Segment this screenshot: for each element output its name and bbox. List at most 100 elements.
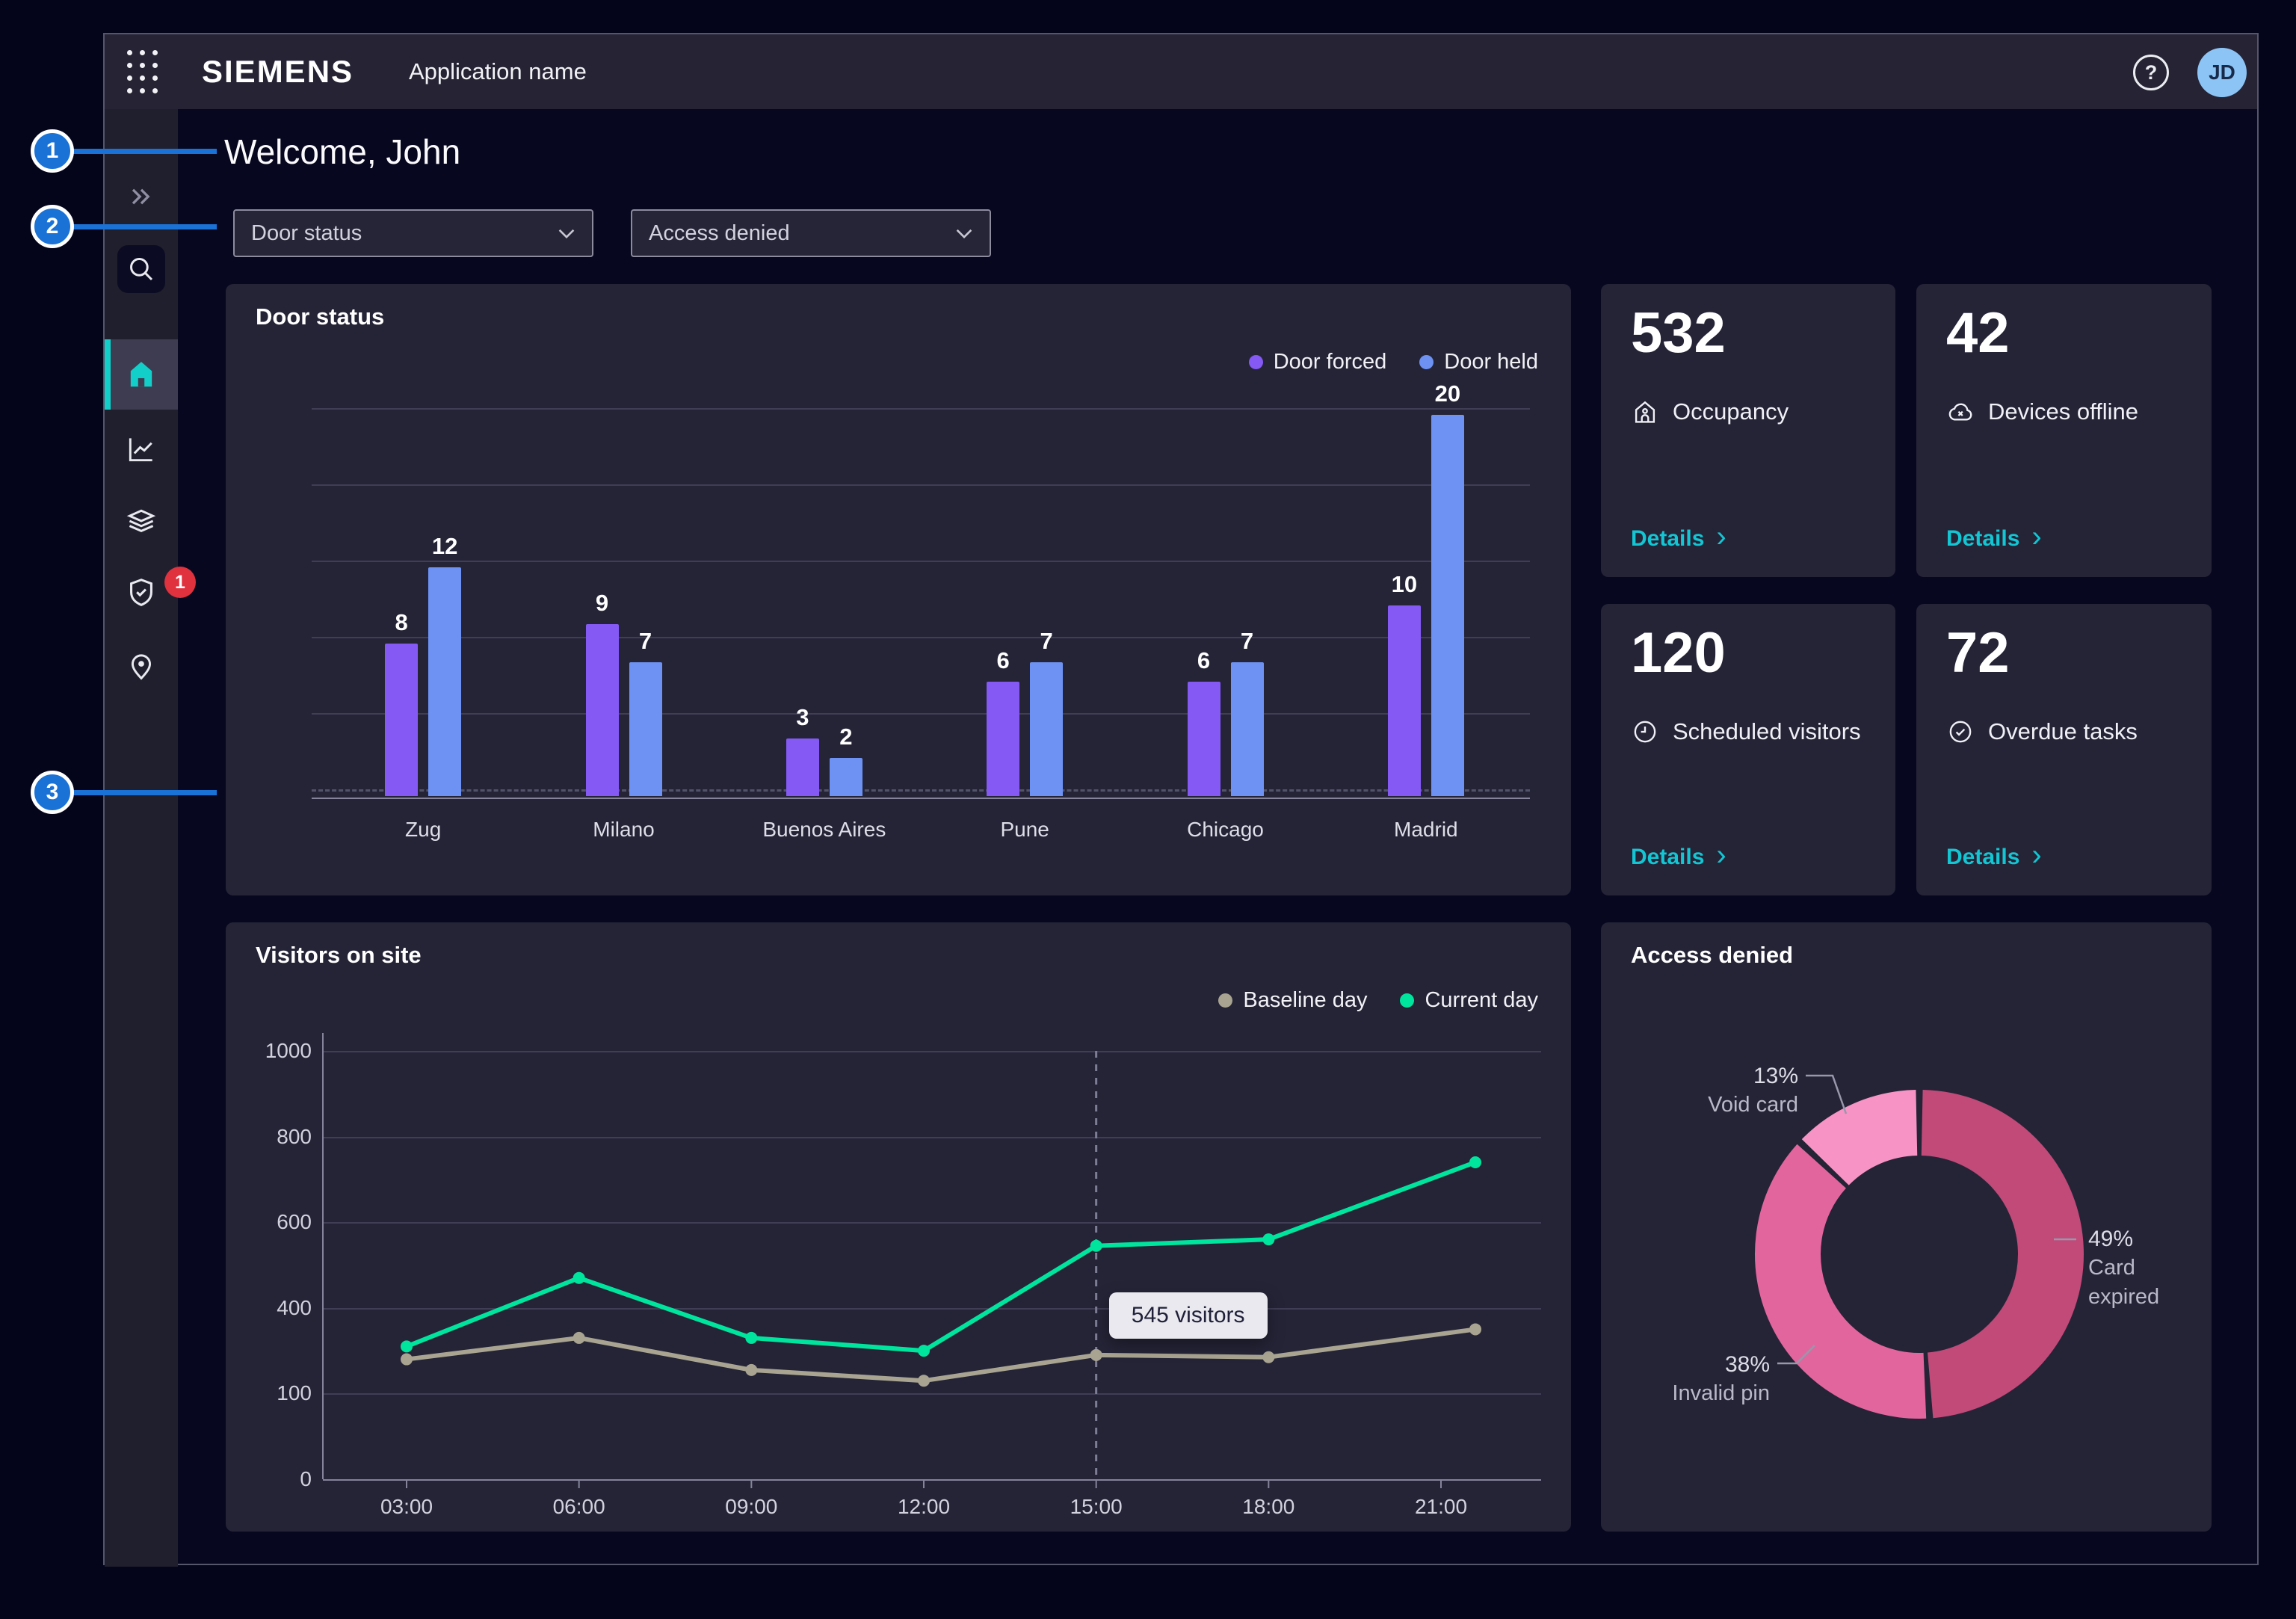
x-axis-tick-label: 21:00 [1414,1495,1468,1518]
bar-door-held[interactable] [1030,662,1064,796]
check-circle-icon [1949,721,1972,743]
gridline [323,1307,1541,1310]
bar-door-forced[interactable] [786,738,819,796]
x-axis-tick-label: 09:00 [725,1495,778,1518]
data-point[interactable] [745,1363,758,1376]
legend-label: Baseline day [1243,988,1368,1012]
bar-door-forced[interactable] [585,624,619,796]
donut-label-card-expired: 49% Card expired [2088,1224,2212,1312]
data-point[interactable] [918,1375,930,1387]
legend-item[interactable]: Door forced [1248,350,1386,374]
filter-dropdown-access-denied[interactable]: Access denied [631,209,991,257]
legend-item[interactable]: Door held [1419,350,1538,374]
legend-dot-icon [1419,355,1434,369]
kpi-label: Occupancy [1673,398,1789,425]
app-header: SIEMENS Application name ? JD [105,34,2257,109]
data-point[interactable] [1262,1351,1275,1363]
x-axis-tick-label: 15:00 [1070,1495,1123,1518]
donut-slice-card-expired[interactable] [1920,1090,2084,1419]
shield-check-icon [130,579,152,606]
details-link[interactable]: Details › [1631,840,1726,870]
occupancy-house-icon [1635,401,1655,423]
data-point[interactable] [1469,1323,1481,1336]
filter-dropdown-door-status[interactable]: Door status [233,209,593,257]
bar-value-label: 7 [1240,628,1254,654]
details-link[interactable]: Details › [1946,522,2042,552]
visitors-card-title: Visitors on site [256,942,422,968]
donut-label-percent: 13% [1753,1064,1798,1088]
data-point[interactable] [745,1331,758,1344]
brand-logo: SIEMENS [202,54,354,89]
bar-door-held[interactable] [629,662,662,796]
bar-door-held[interactable] [1431,415,1464,796]
annotation-callout-1: 1 [31,129,74,173]
door-status-card: Door status Door forced Door held 8 12 Zug 9… [226,284,1571,895]
kpi-card-overdue-tasks: 72 Overdue tasks Details › [1916,604,2212,895]
chevron-right-icon: › [2031,839,2042,872]
user-avatar[interactable]: JD [2197,48,2247,97]
app-launcher-waffle-icon[interactable] [127,50,158,93]
access-denied-donut-chart: 49% Card expired 38% Invalid pin 13% Void car… [1601,922,2212,1532]
gridline [323,1051,1541,1052]
details-link[interactable]: Details › [1946,839,2042,872]
door-status-card-title: Door status [256,303,385,330]
data-point[interactable] [1262,1233,1275,1246]
help-icon[interactable]: ? [2133,55,2169,90]
bar-door-forced[interactable] [987,682,1020,796]
data-point[interactable] [918,1345,930,1357]
sidebar-item-locations[interactable] [105,631,178,701]
data-point[interactable] [573,1271,585,1284]
chart-tooltip: 545 visitors [1108,1292,1268,1339]
bar-door-forced[interactable] [385,644,419,796]
data-point[interactable] [401,1353,413,1366]
bar-door-held[interactable] [829,758,862,796]
y-axis-tick-label: 1000 [265,1039,312,1062]
notification-badge: 1 [164,567,196,598]
sidebar-item-security[interactable]: 1 [105,558,196,628]
visitors-on-site-card: Visitors on site Baseline day Current day… [226,922,1571,1532]
details-link-label: Details [1631,845,1705,869]
donut-slice-void-card[interactable] [1801,1090,1919,1186]
data-point[interactable] [1469,1156,1481,1168]
donut-chart-canvas [1755,1074,2084,1419]
details-link-label: Details [1946,526,2020,551]
kpi-label: Overdue tasks [1988,718,2138,744]
donut-label-void-card: 13% Void card [1679,1061,1798,1120]
sidebar-search-button[interactable] [117,245,165,293]
kpi-value: 532 [1631,301,1726,365]
bar-door-held[interactable] [428,567,462,796]
data-point[interactable] [1090,1239,1102,1252]
home-icon [130,362,152,387]
gridline [323,1393,1541,1396]
layers-icon [126,509,156,532]
bar-door-held[interactable] [1230,662,1264,796]
x-axis-tick-label: 03:00 [380,1495,433,1518]
bar-door-forced[interactable] [1187,682,1220,796]
bar-door-forced[interactable] [1387,605,1421,796]
data-point[interactable] [1090,1348,1102,1361]
legend-item[interactable]: Baseline day [1218,988,1367,1013]
analytics-icon [129,438,152,462]
legend-item[interactable]: Current day [1400,988,1538,1013]
sidebar-item-home[interactable] [105,339,178,410]
sidebar-collapse-button[interactable] [105,161,178,232]
legend-dot-icon [1400,993,1415,1008]
legend-label: Door held [1444,350,1538,374]
donut-label-invalid-pin: 38% Invalid pin [1620,1350,1770,1408]
data-point[interactable] [401,1340,413,1353]
visitors-legend: Baseline day Current day [1218,988,1538,1013]
details-link[interactable]: Details › [1631,522,1726,552]
kpi-label: Scheduled visitors [1673,718,1861,744]
sidebar-item-layers[interactable] [105,486,178,556]
y-axis-tick-label: 800 [277,1124,312,1148]
bar-value-label: 9 [595,590,609,616]
sidebar-item-analytics[interactable] [105,414,178,484]
legend-dot-icon [1218,993,1233,1008]
donut-slice-invalid-pin[interactable] [1755,1144,1927,1419]
line-series-current-day [405,1160,1477,1354]
kpi-card-devices-offline: 42 Devices offline Details › [1916,284,2212,577]
gridline [312,637,1530,638]
x-axis-tick-label: 06:00 [552,1495,605,1518]
gridline [312,561,1530,562]
data-point[interactable] [573,1331,585,1344]
